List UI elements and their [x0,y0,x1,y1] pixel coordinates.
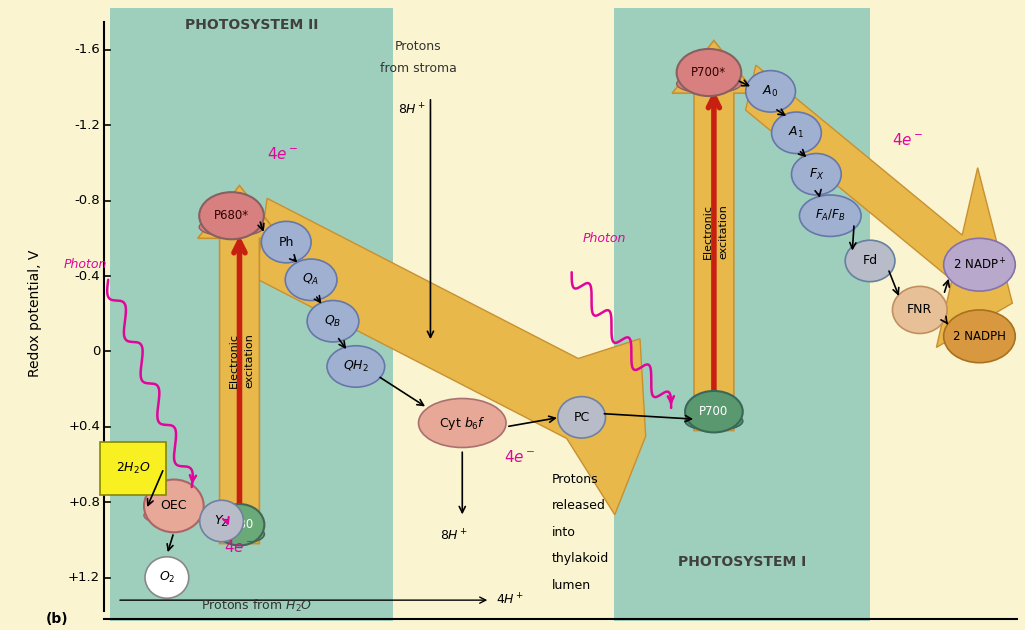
Text: from stroma: from stroma [380,62,457,75]
Text: P680: P680 [224,518,254,531]
Text: +0.8: +0.8 [69,496,100,508]
Text: $F_X$: $F_X$ [809,167,824,182]
Ellipse shape [418,399,506,447]
Text: Electronic: Electronic [703,204,713,259]
Ellipse shape [200,500,244,542]
Text: $2H_2O$: $2H_2O$ [116,461,151,476]
Ellipse shape [746,71,795,112]
Text: $Q_B$: $Q_B$ [324,314,341,329]
Text: Cyt $b_6f$: Cyt $b_6f$ [439,415,486,432]
Text: Electronic: Electronic [229,333,239,388]
Ellipse shape [893,287,947,333]
Text: $4e^-$: $4e^-$ [268,146,299,161]
Bar [614,8,870,621]
Text: $8H^+$: $8H^+$ [399,103,426,118]
Text: excitation: excitation [244,333,254,388]
Text: $4e^-$: $4e^-$ [892,132,924,148]
Text: +0.4: +0.4 [69,420,100,433]
Text: P700: P700 [699,405,729,418]
Text: Redox potential, V: Redox potential, V [28,250,42,377]
Text: Ph: Ph [279,236,294,249]
Ellipse shape [214,525,264,544]
Ellipse shape [199,217,263,236]
FancyBboxPatch shape [100,442,166,495]
Text: OEC: OEC [161,500,188,512]
Text: P680*: P680* [214,209,249,222]
Text: Protons: Protons [551,473,599,486]
Text: Photon: Photon [583,232,626,245]
Text: 2 NADPH: 2 NADPH [953,330,1006,343]
Text: -1.2: -1.2 [75,119,100,132]
Text: -1.6: -1.6 [75,43,100,57]
Bar [111,8,393,621]
Ellipse shape [772,112,821,154]
Ellipse shape [558,397,606,438]
Text: Photon: Photon [64,258,108,271]
Text: FNR: FNR [907,304,933,316]
Text: $4H^+$: $4H^+$ [496,592,525,608]
Ellipse shape [214,504,264,546]
Text: $8H^+$: $8H^+$ [440,529,468,544]
Ellipse shape [791,154,842,195]
Text: -0.4: -0.4 [75,270,100,282]
Ellipse shape [676,74,741,93]
Text: PC: PC [574,411,589,424]
Text: lumen: lumen [551,578,590,592]
Text: thylakoid: thylakoid [551,552,609,565]
Ellipse shape [685,411,743,430]
Text: $4e^-$: $4e^-$ [223,539,255,556]
Ellipse shape [144,479,204,532]
Text: $F_A/F_B$: $F_A/F_B$ [815,208,846,223]
Ellipse shape [308,301,359,342]
Text: $Y_Z$: $Y_Z$ [213,513,230,529]
Text: (b): (b) [46,612,69,626]
Text: into: into [551,526,576,539]
Text: PHOTOSYSTEM I: PHOTOSYSTEM I [679,556,807,570]
Ellipse shape [944,310,1015,363]
Text: $Q_A$: $Q_A$ [302,272,320,287]
Text: PHOTOSYSTEM II: PHOTOSYSTEM II [184,18,318,32]
Ellipse shape [144,506,204,525]
Ellipse shape [261,221,312,263]
Ellipse shape [800,195,861,236]
Ellipse shape [676,49,741,96]
Text: $QH_2$: $QH_2$ [343,359,369,374]
Ellipse shape [327,346,384,387]
Polygon shape [198,186,281,544]
Text: $O_2$: $O_2$ [159,570,175,585]
Polygon shape [672,40,755,430]
Polygon shape [745,65,1013,347]
Text: Protons from $H_2O$: Protons from $H_2O$ [201,598,312,614]
Text: 0: 0 [92,345,100,358]
Text: Protons: Protons [396,40,442,53]
Text: Fd: Fd [862,255,877,268]
Text: $4e^-$: $4e^-$ [504,449,536,465]
Text: -0.8: -0.8 [75,194,100,207]
Ellipse shape [944,238,1015,291]
Text: 2 NADP$^+$: 2 NADP$^+$ [952,257,1007,272]
Text: released: released [551,500,606,512]
Ellipse shape [685,391,743,432]
Text: $A_1$: $A_1$ [788,125,805,140]
Polygon shape [255,198,646,515]
Text: $A_0$: $A_0$ [763,84,779,99]
Ellipse shape [145,557,189,598]
Ellipse shape [199,192,263,239]
Ellipse shape [285,259,337,301]
Ellipse shape [846,240,895,282]
Text: P700*: P700* [692,66,727,79]
Text: +1.2: +1.2 [68,571,100,584]
Text: excitation: excitation [719,204,729,259]
